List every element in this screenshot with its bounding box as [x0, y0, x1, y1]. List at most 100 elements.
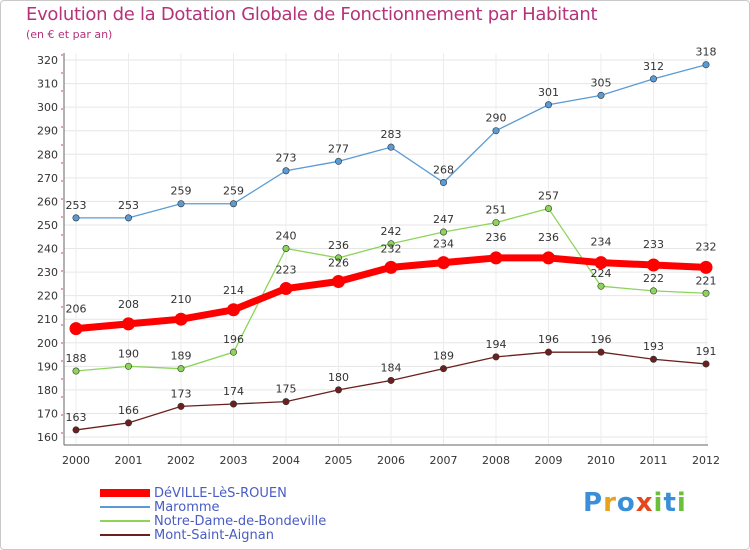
data-label: 277 — [328, 142, 349, 155]
y-tick-label: 320 — [37, 54, 58, 67]
data-label: 236 — [538, 231, 559, 244]
data-label: 234 — [591, 236, 612, 249]
data-label: 221 — [696, 274, 717, 287]
y-tick-label: 170 — [37, 407, 58, 420]
data-point — [597, 282, 605, 290]
y-tick-label: 300 — [37, 101, 58, 114]
data-label: 206 — [66, 303, 87, 316]
legend-label: Mont-Saint-Aignan — [154, 527, 274, 543]
y-tick-label: 210 — [37, 313, 58, 326]
y-tick-label: 310 — [37, 78, 58, 91]
data-point — [334, 254, 342, 262]
x-tick-label: 2001 — [115, 454, 143, 467]
data-label: 312 — [643, 60, 664, 73]
legend: DéVILLE-LèS-ROUEN Maromme Notre-Dame-de-Bo… — [100, 485, 326, 543]
data-point — [439, 228, 447, 236]
data-point — [597, 348, 605, 356]
logo-letter: i — [676, 488, 687, 518]
data-point — [387, 143, 395, 151]
data-label: 184 — [381, 361, 402, 374]
data-label: 188 — [66, 352, 87, 365]
legend-swatch — [100, 534, 150, 536]
data-point — [122, 317, 135, 331]
data-label: 174 — [223, 385, 244, 398]
data-point — [594, 256, 608, 270]
legend-swatch — [100, 520, 150, 522]
data-point — [72, 214, 80, 222]
y-tick-label: 200 — [37, 337, 58, 350]
y-tick-label: 190 — [37, 360, 58, 373]
data-point — [699, 260, 713, 274]
data-label: 173 — [171, 387, 192, 400]
data-point — [125, 214, 133, 222]
x-tick-label: 2009 — [535, 454, 563, 467]
data-label: 257 — [538, 189, 559, 202]
data-point — [387, 376, 395, 384]
data-label: 251 — [486, 204, 507, 217]
data-point — [649, 75, 657, 83]
x-tick-label: 2010 — [587, 454, 615, 467]
data-point — [544, 101, 552, 109]
data-label: 189 — [433, 350, 454, 363]
data-label: 242 — [381, 225, 402, 238]
y-tick-label: 160 — [37, 431, 58, 444]
logo-letter: x — [635, 488, 654, 518]
data-label: 253 — [118, 199, 139, 212]
chart-title: Evolution de la Dotation Globale de Fonc… — [26, 4, 598, 25]
proxiti-logo: Proxiti — [583, 488, 687, 518]
data-label: 224 — [591, 267, 612, 280]
logo-letter: o — [616, 488, 636, 518]
x-tick-label: 2003 — [220, 454, 248, 467]
data-label: 259 — [223, 185, 244, 198]
data-point — [387, 240, 395, 248]
data-label: 193 — [643, 340, 664, 353]
x-tick-label: 2005 — [325, 454, 353, 467]
data-point — [437, 256, 450, 270]
data-label: 226 — [328, 256, 349, 269]
data-label: 208 — [118, 298, 139, 311]
y-tick-label: 270 — [37, 172, 58, 185]
data-point — [177, 402, 185, 410]
data-point — [125, 419, 133, 427]
data-label: 301 — [538, 86, 559, 99]
legend-label: DéVILLE-LèS-ROUEN — [154, 485, 287, 501]
data-point — [230, 400, 238, 408]
legend-swatch — [100, 489, 150, 497]
data-point — [69, 322, 83, 336]
data-label: 233 — [643, 238, 664, 251]
data-label: 196 — [591, 333, 612, 346]
data-label: 214 — [223, 284, 244, 297]
logo-letter: i — [653, 488, 664, 518]
data-label: 194 — [486, 338, 507, 351]
data-point — [649, 355, 657, 363]
data-point — [597, 91, 605, 99]
legend-item: Maromme — [100, 500, 326, 515]
data-point — [332, 274, 345, 288]
data-label: 305 — [591, 76, 612, 89]
data-label: 210 — [171, 293, 192, 306]
legend-item: Mont-Saint-Aignan — [100, 527, 326, 543]
data-label: 232 — [696, 240, 717, 253]
y-tick-label: 280 — [37, 148, 58, 161]
legend-item: DéVILLE-LèS-ROUEN — [100, 485, 326, 501]
x-tick-label: 2004 — [272, 454, 300, 467]
data-point — [230, 200, 238, 208]
data-label: 223 — [276, 264, 297, 277]
data-point — [702, 360, 710, 368]
data-point — [72, 426, 80, 434]
x-tick-label: 2000 — [62, 454, 90, 467]
data-point — [439, 365, 447, 373]
data-label: 232 — [381, 242, 402, 255]
data-label: 240 — [276, 230, 297, 243]
x-tick-label: 2011 — [640, 454, 668, 467]
legend-item: Notre-Dame-de-Bondeville — [100, 514, 326, 529]
y-tick-label: 180 — [37, 384, 58, 397]
x-tick-label: 2012 — [692, 454, 720, 467]
legend-swatch — [100, 506, 150, 508]
data-point — [227, 303, 240, 317]
data-label: 222 — [643, 272, 664, 285]
data-label: 290 — [486, 112, 507, 125]
data-label: 247 — [433, 213, 454, 226]
data-point — [492, 127, 500, 135]
y-tick-label: 290 — [37, 125, 58, 138]
